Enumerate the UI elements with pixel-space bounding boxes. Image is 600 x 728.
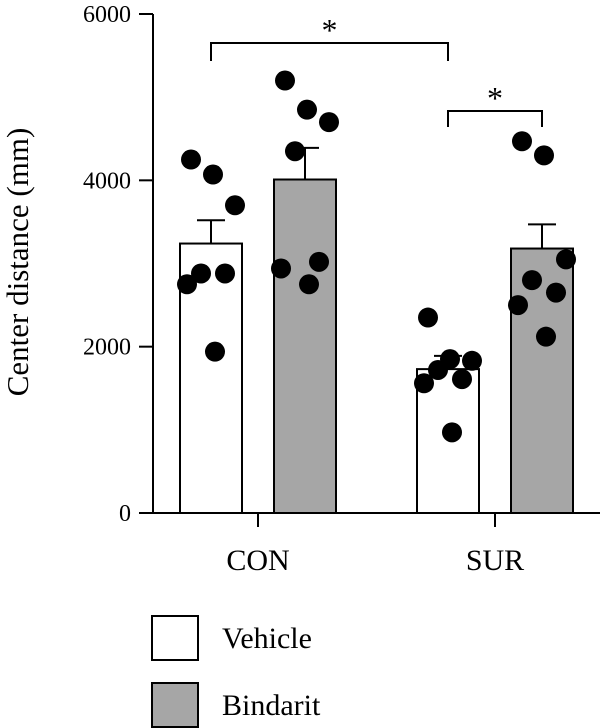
data-point — [534, 145, 554, 166]
x-tick-label: SUR — [466, 544, 524, 577]
y-tick-label: 2000 — [83, 335, 131, 361]
data-point — [442, 422, 462, 443]
data-point — [297, 99, 317, 120]
data-point — [299, 274, 319, 295]
y-tick-label: 0 — [119, 501, 131, 527]
axes: 0 2000 4000 6000 CON SUR — [83, 2, 600, 577]
y-tick-label: 4000 — [83, 168, 131, 194]
y-tick-label: 6000 — [83, 2, 131, 28]
legend: Vehicle Bindarit — [151, 615, 321, 728]
data-point — [462, 350, 482, 371]
data-point — [271, 258, 291, 279]
data-point — [181, 149, 201, 170]
plot-area: ** — [177, 12, 576, 514]
data-point — [418, 307, 438, 328]
data-point — [225, 195, 245, 216]
data-point — [546, 282, 566, 303]
data-point — [205, 341, 225, 362]
data-point — [191, 263, 211, 284]
bar-bindarit-con — [273, 178, 337, 514]
data-point — [275, 70, 295, 91]
data-point — [428, 359, 448, 380]
significance-bracket — [210, 42, 449, 61]
data-point — [215, 263, 235, 284]
data-point — [522, 270, 542, 291]
data-point — [508, 295, 528, 316]
y-axis-label: Center distance (mm) — [0, 128, 35, 397]
data-point — [414, 373, 434, 394]
data-point — [177, 274, 197, 295]
legend-swatch-bindarit — [151, 682, 199, 728]
legend-swatch-vehicle — [151, 615, 199, 661]
data-point — [536, 326, 556, 347]
data-point — [319, 112, 339, 133]
data-point — [512, 131, 532, 152]
data-point — [452, 369, 472, 390]
significance-star: * — [487, 80, 503, 116]
data-point — [285, 141, 305, 162]
significance-star: * — [322, 12, 338, 48]
legend-label-bindarit: Bindarit — [222, 689, 321, 722]
data-point — [203, 164, 223, 185]
x-tick-label: CON — [226, 544, 289, 577]
data-point — [556, 249, 576, 270]
significance-bracket — [447, 110, 543, 127]
data-point — [309, 251, 329, 272]
legend-label-vehicle: Vehicle — [222, 622, 312, 655]
